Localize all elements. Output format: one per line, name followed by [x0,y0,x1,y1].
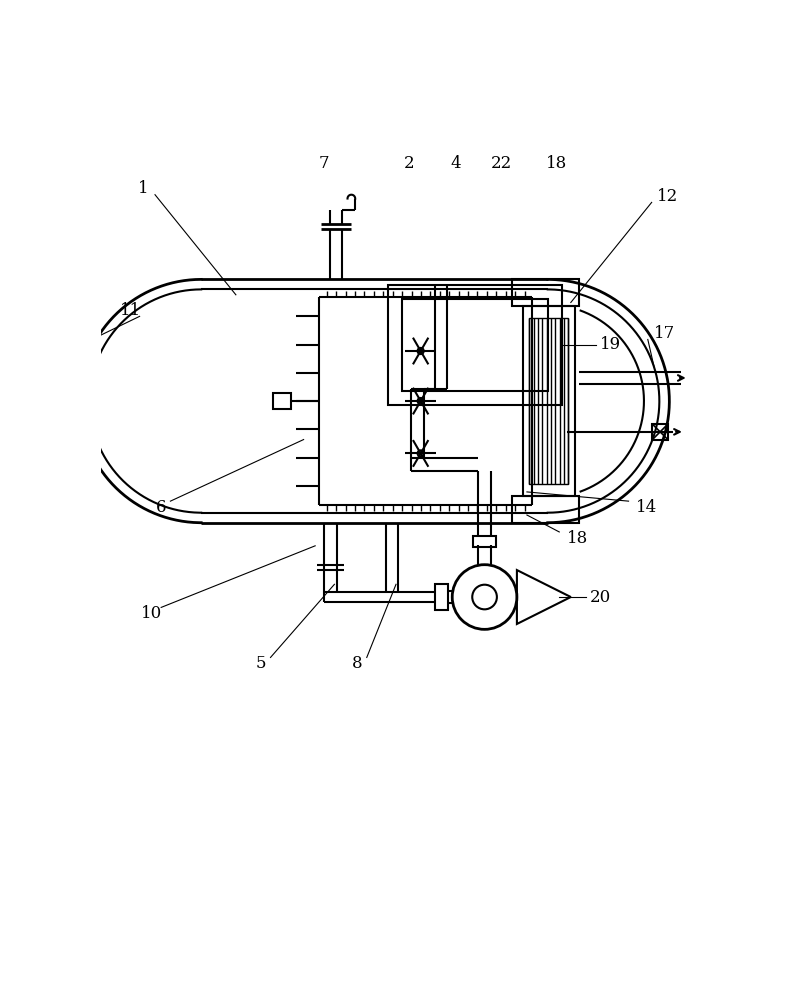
Text: 6: 6 [156,499,167,516]
Bar [653,424,668,440]
Text: 1: 1 [138,180,149,197]
Text: 20: 20 [590,589,611,606]
Bar [473,536,496,547]
Bar [511,279,579,306]
Text: 2: 2 [404,155,415,172]
Text: 10: 10 [140,605,162,622]
Text: 12: 12 [657,188,678,205]
Bar [63,366,71,390]
Bar [55,361,64,395]
Circle shape [419,350,422,352]
Circle shape [419,400,422,402]
Text: 8: 8 [352,655,363,672]
Text: 7: 7 [319,155,330,172]
Text: 19: 19 [600,336,621,353]
Text: 18: 18 [567,530,588,547]
Bar [511,496,579,523]
Text: 11: 11 [120,302,141,319]
Bar [435,584,448,610]
Text: 14: 14 [636,499,657,516]
Bar [273,393,291,409]
Text: 17: 17 [654,325,675,342]
Bar [529,318,569,484]
Bar [523,306,575,496]
Text: 4: 4 [450,155,461,172]
Bar [389,285,561,405]
Text: 5: 5 [256,655,266,672]
Text: 22: 22 [491,155,512,172]
Circle shape [419,452,422,455]
Text: 18: 18 [546,155,568,172]
Bar [402,299,548,391]
